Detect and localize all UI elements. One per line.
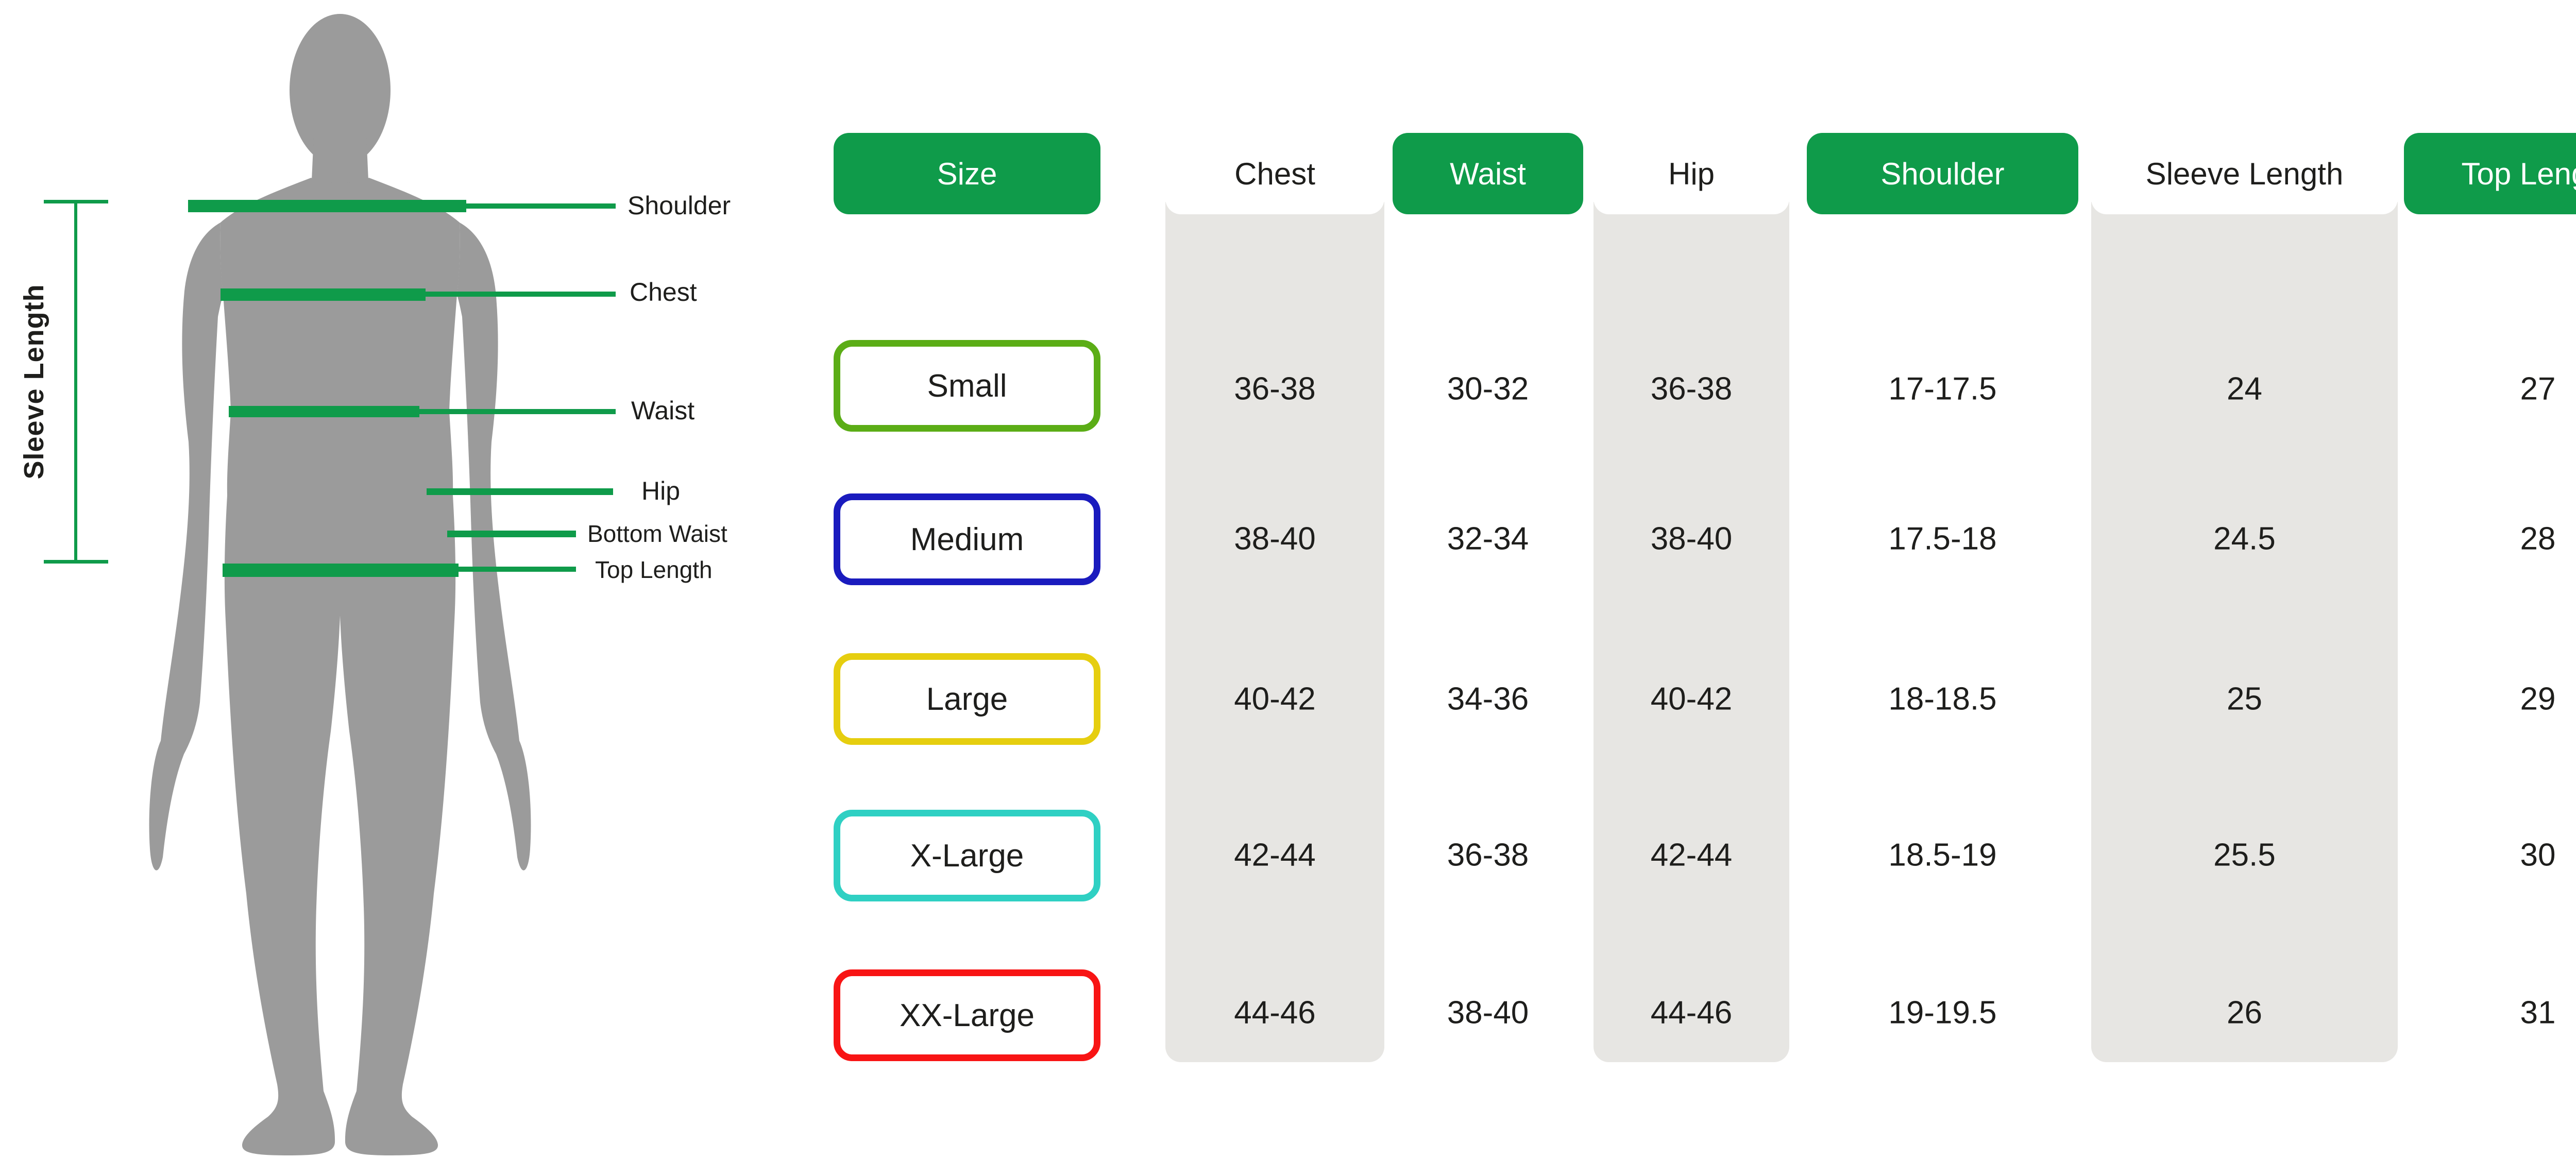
top-length-line bbox=[223, 564, 459, 577]
cell-top-length-row-0: 27 bbox=[2520, 371, 2556, 407]
hip-line bbox=[427, 488, 613, 495]
body-measurement-diagram: Shoulder Chest Waist Hip Bottom Waist To… bbox=[0, 0, 850, 1159]
cell-hip-row-4: 44-46 bbox=[1650, 995, 1733, 1031]
cell-sleeve-length-row-0: 24 bbox=[2227, 371, 2262, 407]
cell-sleeve-length-row-1: 24.5 bbox=[2213, 521, 2276, 557]
shoulder-line bbox=[188, 200, 466, 212]
bracket-bottom-tick bbox=[44, 560, 108, 564]
cell-shoulder-row-0: 17-17.5 bbox=[1888, 371, 1997, 407]
waist-leader-line bbox=[417, 409, 616, 414]
cell-chest-row-0: 36-38 bbox=[1234, 371, 1316, 407]
sleeve-length-bracket bbox=[44, 200, 108, 564]
cell-waist-row-0: 30-32 bbox=[1447, 371, 1529, 407]
size-option-x-large[interactable]: X-Large bbox=[834, 810, 1100, 901]
shoulder-label: Shoulder bbox=[628, 191, 731, 220]
top-length-label: Top Length bbox=[595, 556, 713, 583]
cell-top-length-row-3: 30 bbox=[2520, 837, 2556, 873]
column-header-top-length: Top Length bbox=[2404, 133, 2576, 214]
cell-shoulder-row-1: 17.5-18 bbox=[1888, 521, 1997, 557]
column-stripe-hip bbox=[1594, 202, 1789, 1062]
column-header-size: Size bbox=[834, 133, 1100, 214]
chest-leader-line bbox=[422, 292, 616, 297]
cell-top-length-row-1: 28 bbox=[2520, 521, 2556, 557]
chest-line bbox=[221, 288, 426, 301]
cell-waist-row-3: 36-38 bbox=[1447, 837, 1529, 873]
cell-sleeve-length-row-3: 25.5 bbox=[2213, 837, 2276, 873]
cell-chest-row-2: 40-42 bbox=[1234, 681, 1316, 717]
column-header-chest: Chest bbox=[1165, 133, 1384, 214]
cell-hip-row-0: 36-38 bbox=[1650, 371, 1733, 407]
measurement-lines bbox=[188, 200, 616, 577]
cell-waist-row-1: 32-34 bbox=[1447, 521, 1529, 557]
cell-hip-row-1: 38-40 bbox=[1650, 521, 1733, 557]
bottom-waist-line bbox=[447, 531, 576, 537]
left-arm-shape bbox=[149, 223, 223, 871]
right-arm-shape bbox=[457, 223, 531, 871]
column-header-hip: Hip bbox=[1594, 133, 1789, 214]
cell-waist-row-4: 38-40 bbox=[1447, 995, 1529, 1031]
cell-top-length-row-2: 29 bbox=[2520, 681, 2556, 717]
bottom-waist-label: Bottom Waist bbox=[587, 520, 727, 547]
cell-hip-row-2: 40-42 bbox=[1650, 681, 1733, 717]
cell-shoulder-row-3: 18.5-19 bbox=[1888, 837, 1997, 873]
bracket-vertical-line bbox=[74, 201, 77, 563]
size-option-large[interactable]: Large bbox=[834, 653, 1100, 745]
hip-label: Hip bbox=[641, 476, 681, 505]
cell-chest-row-1: 38-40 bbox=[1234, 521, 1316, 557]
size-option-xx-large[interactable]: XX-Large bbox=[834, 969, 1100, 1061]
column-stripe-sleeve-length bbox=[2091, 202, 2398, 1062]
shoulder-leader-line bbox=[464, 203, 616, 209]
bracket-top-tick bbox=[44, 200, 108, 203]
body-silhouette-figure bbox=[44, 14, 616, 1155]
column-header-waist: Waist bbox=[1393, 133, 1583, 214]
waist-label: Waist bbox=[631, 396, 695, 425]
cell-chest-row-4: 44-46 bbox=[1234, 995, 1316, 1031]
size-option-medium[interactable]: Medium bbox=[834, 493, 1100, 585]
chest-label: Chest bbox=[630, 278, 697, 306]
cell-shoulder-row-4: 19-19.5 bbox=[1888, 995, 1997, 1031]
cell-hip-row-3: 42-44 bbox=[1650, 837, 1733, 873]
neck-shape bbox=[311, 124, 369, 192]
column-header-shoulder: Shoulder bbox=[1807, 133, 2078, 214]
cell-sleeve-length-row-2: 25 bbox=[2227, 681, 2262, 717]
torso-legs-shape bbox=[220, 178, 460, 1155]
cell-sleeve-length-row-4: 26 bbox=[2227, 995, 2262, 1031]
size-option-small[interactable]: Small bbox=[834, 340, 1100, 432]
column-stripe-chest bbox=[1165, 202, 1384, 1062]
top-length-leader-line bbox=[456, 567, 576, 572]
body-silhouette bbox=[149, 14, 531, 1155]
cell-waist-row-2: 34-36 bbox=[1447, 681, 1529, 717]
waist-line bbox=[229, 406, 419, 417]
column-header-sleeve-length: Sleeve Length bbox=[2091, 133, 2398, 214]
cell-shoulder-row-2: 18-18.5 bbox=[1888, 681, 1997, 717]
cell-chest-row-3: 42-44 bbox=[1234, 837, 1316, 873]
cell-top-length-row-4: 31 bbox=[2520, 995, 2556, 1031]
